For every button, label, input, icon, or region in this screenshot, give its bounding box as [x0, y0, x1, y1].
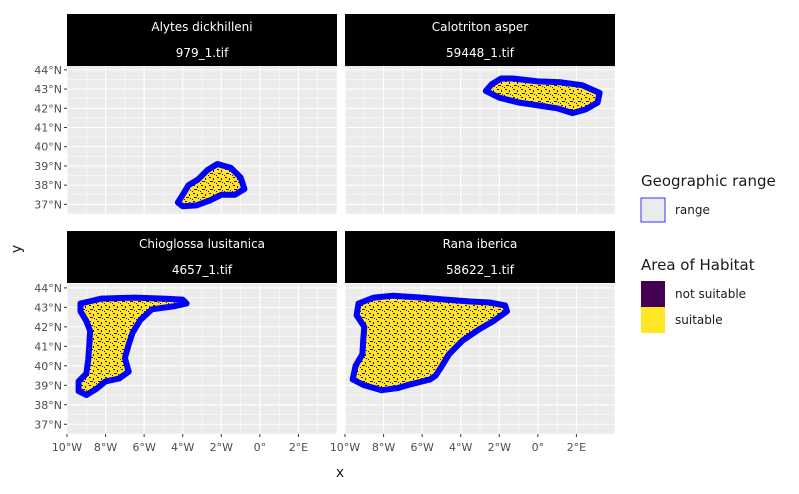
y-tick-label: 39°N	[34, 379, 62, 392]
legend-key-suitable	[641, 307, 665, 333]
y-tick-label: 41°N	[34, 122, 62, 135]
range-outline	[76, 295, 189, 397]
range-outline	[483, 76, 602, 116]
y-tick-label: 38°N	[34, 179, 62, 192]
x-tick-label: 10°W	[330, 441, 360, 454]
y-tick-label: 43°N	[34, 83, 62, 96]
x-tick-label: 2°W	[488, 441, 511, 454]
facet-panels: Alytes dickhilleni 979_1.tif Calotriton as…	[66, 14, 616, 435]
legend-label-not-suitable: not suitable	[675, 287, 746, 301]
range-outline	[175, 162, 247, 209]
x-tick-label: 8°W	[94, 441, 117, 454]
strip-species-label: Calotriton asper	[432, 20, 528, 34]
x-tick-label: 4°W	[449, 441, 472, 454]
grid-lines	[344, 66, 616, 215]
y-tick-label: 42°N	[34, 102, 62, 115]
y-tick-label: 44°N	[34, 64, 62, 77]
legend-key-not-suitable	[641, 281, 665, 307]
y-tick-label: 40°N	[34, 141, 62, 154]
y-tick-label: 42°N	[34, 321, 62, 334]
facet-strip	[345, 14, 615, 66]
legend-key-range	[640, 197, 666, 223]
strip-species-label: Chioglossa lusitanica	[139, 237, 265, 251]
legend-label-range: range	[675, 203, 710, 217]
legend: Geographic range range Area of Habitat n…	[640, 172, 776, 333]
x-tick-label: 2°W	[210, 441, 233, 454]
y-tick-label: 41°N	[34, 340, 62, 353]
facet-panel-chioglossa-lusitanica: Chioglossa lusitanica 4657_1.tif	[66, 231, 338, 435]
strip-species-label: Rana iberica	[443, 237, 518, 251]
x-axis-title: x	[336, 465, 344, 481]
x-tick-label: 2°E	[289, 441, 308, 454]
strip-file-label: 58622_1.tif	[446, 263, 515, 277]
facet-strip	[345, 231, 615, 283]
y-tick-label: 40°N	[34, 360, 62, 373]
x-tick-label: 0°	[532, 441, 545, 454]
x-tick-label: 2°E	[567, 441, 586, 454]
axis-ticks: 37°N 38°N 39°N 40°N 41°N 42°N 43°N 44°N 37°N 38°N…	[34, 64, 586, 454]
y-tick-label: 37°N	[34, 198, 62, 211]
range-outline	[350, 293, 509, 393]
legend-title-aoh: Area of Habitat	[641, 256, 755, 274]
x-tick-label: 8°W	[372, 441, 395, 454]
legend-label-suitable: suitable	[675, 313, 723, 327]
x-tick-label: 10°W	[52, 441, 82, 454]
y-tick-label: 43°N	[34, 301, 62, 314]
y-tick-label: 44°N	[34, 282, 62, 295]
y-tick-label: 39°N	[34, 160, 62, 173]
y-tick-label: 37°N	[34, 418, 62, 431]
y-tick-label: 38°N	[34, 399, 62, 412]
facet-panel-rana-iberica: Rana iberica 58622_1.tif	[344, 231, 616, 435]
facet-panel-calotriton-asper: Calotriton asper 59448_1.tif	[344, 14, 616, 215]
x-tick-label: 0°	[254, 441, 267, 454]
y-axis-title: y	[9, 245, 25, 253]
x-tick-label: 4°W	[171, 441, 194, 454]
legend-title-range: Geographic range	[641, 172, 776, 190]
strip-file-label: 979_1.tif	[176, 46, 229, 60]
x-tick-label: 6°W	[410, 441, 433, 454]
facet-strip	[67, 231, 337, 283]
strip-file-label: 59448_1.tif	[446, 46, 515, 60]
facet-panel-alytes-dickhilleni: Alytes dickhilleni 979_1.tif	[66, 14, 338, 215]
strip-file-label: 4657_1.tif	[172, 263, 233, 277]
x-tick-label: 6°W	[132, 441, 155, 454]
facet-strip	[67, 14, 337, 66]
strip-species-label: Alytes dickhilleni	[151, 20, 252, 34]
